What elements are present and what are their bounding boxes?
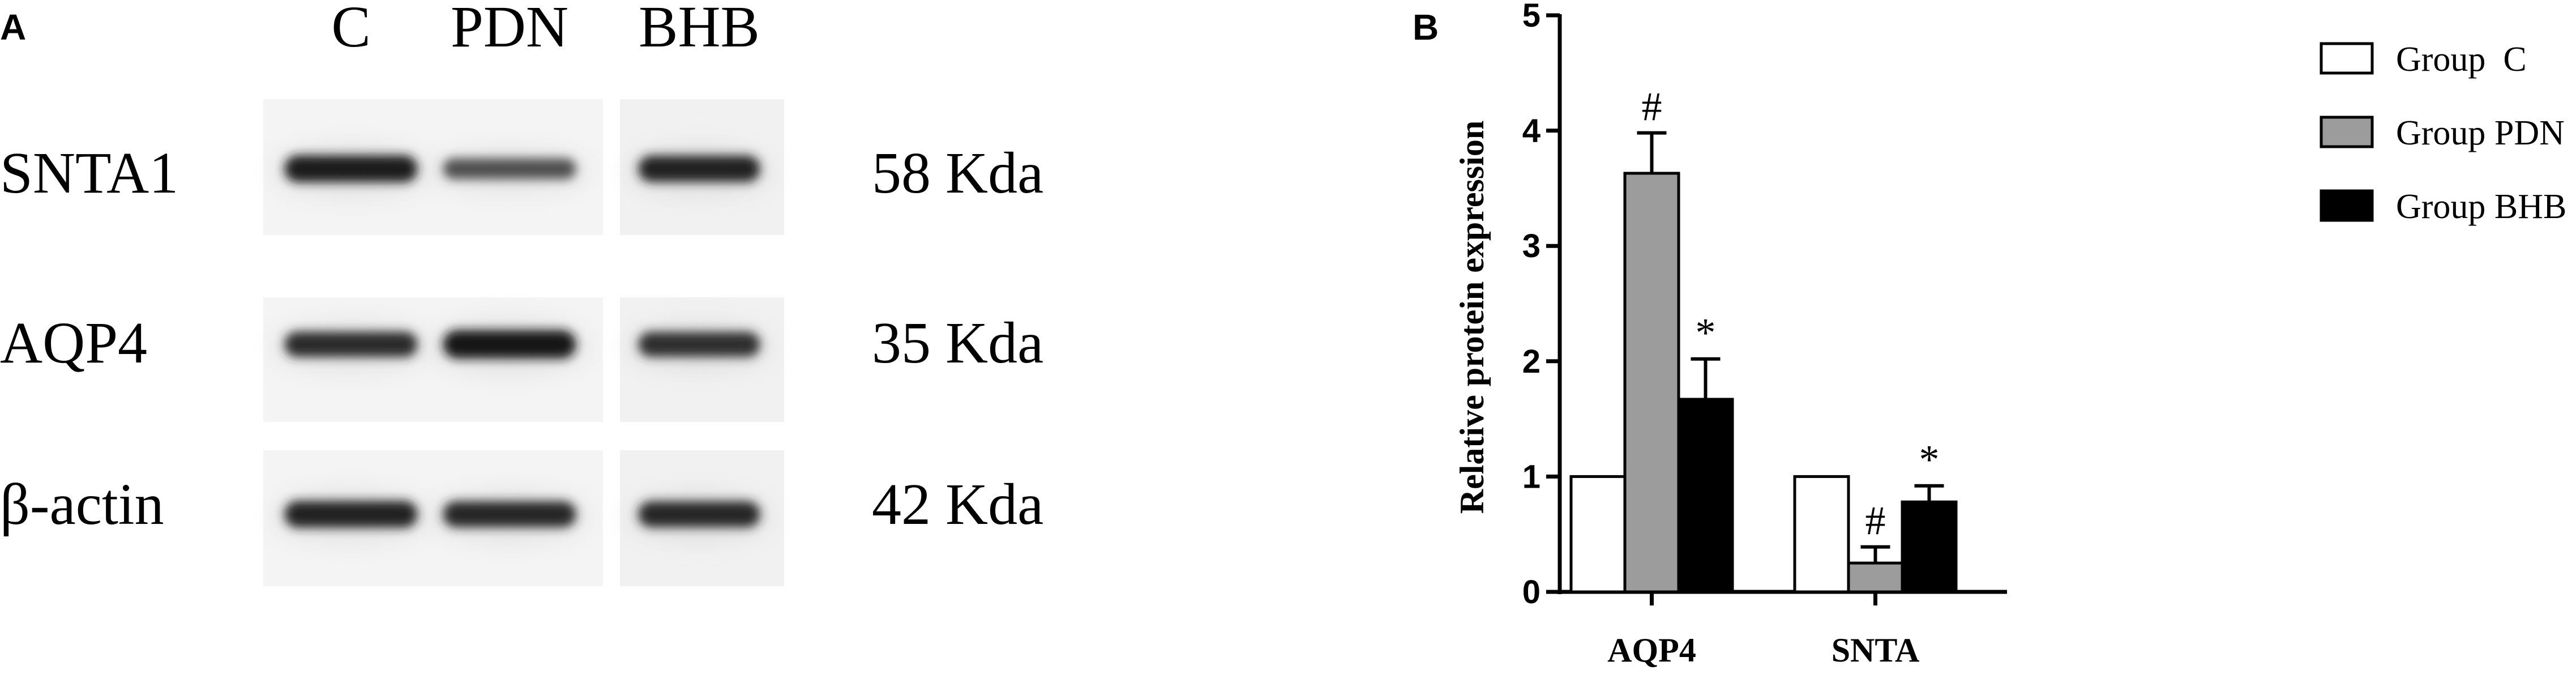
molecular-weight: 58 Kda <box>872 140 1043 206</box>
protein-label: AQP4 <box>0 310 147 376</box>
legend-swatch <box>2320 189 2374 222</box>
bar <box>1901 500 1958 594</box>
blot-band <box>284 155 418 182</box>
protein-label: SNTA1 <box>0 140 178 206</box>
blot-band <box>638 155 760 182</box>
blot-band <box>443 501 576 527</box>
significance-mark: # <box>1865 498 1886 544</box>
x-tick-label: AQP4 <box>1607 632 1696 669</box>
legend-label: Group PDN <box>2396 114 2565 152</box>
significance-mark: # <box>1642 84 1662 130</box>
lane-label: PDN <box>451 0 568 59</box>
bar <box>1793 475 1850 594</box>
legend-swatch <box>2320 42 2374 75</box>
y-tick-label: 0 <box>1522 574 1541 611</box>
panel-a: A C PDN BHB SNTA1 58 Kda AQP4 35 Kda β-actin 42… <box>0 0 1043 586</box>
blot-band <box>284 501 418 528</box>
bar <box>1569 475 1627 594</box>
panel-b-letter: B <box>1413 7 1439 48</box>
blot-row: SNTA1 58 Kda <box>0 99 1043 235</box>
protein-label: β-actin <box>0 472 164 537</box>
y-axis-label: Relative protein expression <box>1453 121 1491 514</box>
significance-mark: * <box>1919 437 1940 483</box>
blot-rows: SNTA1 58 Kda AQP4 35 Kda β-actin 42 Kda <box>0 99 1043 586</box>
molecular-weight: 42 Kda <box>872 472 1043 537</box>
blot-band <box>638 332 760 357</box>
blot-row: AQP4 35 Kda <box>0 297 1043 422</box>
y-tick-label: 4 <box>1522 113 1541 150</box>
legend-swatch <box>2320 116 2374 148</box>
bar <box>1677 398 1734 594</box>
lane-label: C <box>331 0 370 59</box>
legend-item: Group C <box>2320 40 2527 79</box>
bar-chart: 0 1 2 3 4 5 AQP4 # * SNTA # * <box>1522 0 2007 669</box>
blot-band <box>443 330 576 359</box>
y-tick-label: 3 <box>1522 228 1541 265</box>
chart-legend: Group C Group PDN Group BHB <box>2320 40 2566 226</box>
blot-band <box>443 158 576 180</box>
bar <box>1623 172 1680 594</box>
blot-row: β-actin 42 Kda <box>0 450 1043 586</box>
y-tick-label: 2 <box>1522 343 1541 380</box>
y-tick-label: 1 <box>1522 458 1541 495</box>
y-tick-label: 5 <box>1522 0 1541 34</box>
significance-mark: * <box>1696 310 1716 356</box>
blot-band <box>638 501 760 527</box>
legend-label: Group BHB <box>2396 187 2566 226</box>
blot-band <box>284 331 418 357</box>
panel-b: B Relative protein expression 0 1 2 3 4 5 AQP4… <box>1413 0 2566 669</box>
lane-headers: C PDN BHB <box>331 0 760 59</box>
x-tick-label: SNTA <box>1832 632 1920 669</box>
lane-label: BHB <box>639 0 760 59</box>
legend-item: Group PDN <box>2320 114 2565 152</box>
legend-label: Group C <box>2396 40 2527 79</box>
bar <box>1847 561 1904 594</box>
panel-a-letter: A <box>0 7 26 48</box>
molecular-weight: 35 Kda <box>872 310 1043 376</box>
legend-item: Group BHB <box>2320 187 2566 226</box>
